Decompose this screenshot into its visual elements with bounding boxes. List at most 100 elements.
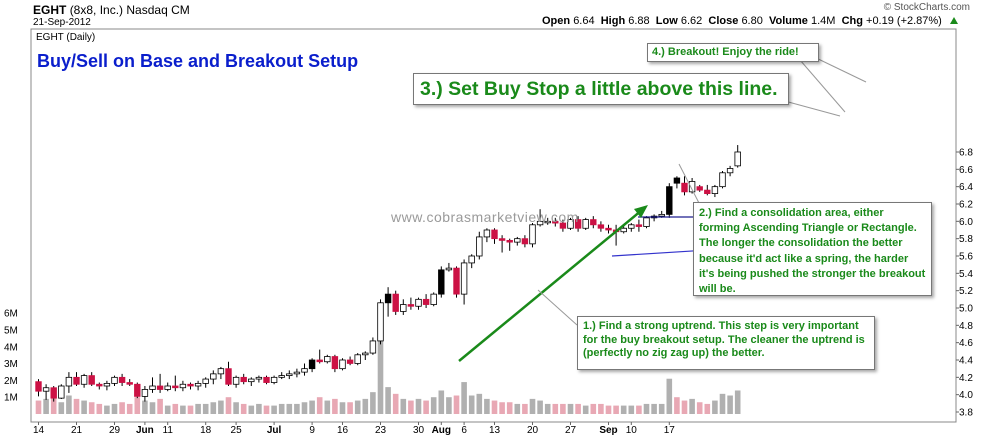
callout-step1: 1.) Find a strong uptrend. This step is …: [577, 316, 875, 370]
candle-body: [552, 220, 559, 224]
candle-body: [255, 376, 263, 380]
date-tick-label: 23: [375, 425, 387, 436]
volume-bar: [157, 398, 163, 414]
volume-bar: [324, 400, 331, 414]
candle-body: [164, 385, 171, 390]
exchange: Nasdaq CM: [126, 3, 190, 17]
candle-body: [331, 356, 339, 370]
candle-body: [392, 293, 399, 312]
change-value: +0.19 (+2.87%): [866, 15, 942, 27]
volume-bar: [628, 405, 635, 414]
price-tick-label: 5.0: [959, 303, 973, 314]
low-value: 6.62: [680, 15, 703, 27]
candle-body: [369, 340, 377, 354]
price-tick-label: 3.8: [959, 408, 973, 419]
candle-body: [514, 238, 521, 243]
candle-body: [438, 269, 445, 295]
candle-body: [400, 304, 407, 312]
candle-body: [301, 368, 308, 373]
candle-body: [476, 236, 483, 257]
candle-body: [187, 383, 194, 387]
callout-step4: 4.) Breakout! Enjoy the ride!: [647, 43, 819, 62]
volume-bar: [719, 393, 726, 414]
candle-body: [134, 383, 141, 397]
volume-bar: [484, 398, 490, 414]
volume-bar: [666, 378, 673, 414]
volume-bar: [35, 400, 42, 414]
price-tick-label: 6.4: [959, 182, 973, 193]
date-tick-label: 9: [309, 425, 315, 436]
candle-body: [103, 382, 111, 387]
candle-body: [35, 381, 42, 392]
legend-label: EGHT (Daily): [36, 32, 95, 43]
company-name: (8x8, Inc.): [69, 3, 124, 17]
volume-bar: [301, 402, 308, 414]
volume-bar: [674, 397, 680, 414]
volume-bar: [453, 395, 460, 414]
volume-tick-label: 5M: [4, 326, 18, 337]
candle-body: [582, 219, 589, 229]
candle-body: [597, 224, 605, 229]
candle-body: [156, 385, 164, 390]
date-tick-label: 11: [163, 425, 174, 436]
volume-bar: [590, 403, 597, 414]
pointer-step2: [678, 163, 701, 206]
volume-bar: [256, 403, 262, 414]
volume-bar: [560, 403, 566, 414]
candle-body: [453, 267, 460, 295]
candle-body: [544, 220, 551, 224]
price-tick-label: 4.6: [959, 338, 973, 349]
candle-body: [248, 378, 255, 383]
close-label: Close: [708, 15, 739, 27]
candle-body: [521, 238, 529, 245]
date-tick-label: Aug: [432, 425, 451, 436]
volume-label: Volume: [768, 15, 808, 27]
candle-body: [339, 359, 346, 370]
volume-bar: [149, 402, 156, 414]
candle-body: [141, 389, 149, 397]
volume-bar: [263, 405, 270, 414]
volume-bar: [712, 400, 718, 414]
date-tick-label: 30: [413, 425, 425, 436]
volume-bar: [689, 398, 695, 414]
volume-bar: [225, 397, 232, 414]
volume-bar: [461, 382, 467, 414]
date-tick-label: 17: [664, 425, 676, 436]
volume-bar: [248, 405, 255, 414]
candle-body: [605, 227, 612, 231]
volume-bar: [514, 403, 521, 414]
candle-body: [179, 383, 187, 389]
pointer-step1: [537, 289, 578, 326]
candle-body: [460, 262, 468, 295]
candle-body: [445, 267, 453, 271]
volume-bar: [476, 393, 483, 414]
volume-bar: [651, 403, 657, 414]
volume-bar: [575, 403, 581, 414]
callout-step3: 3.) Set Buy Stop a little above this lin…: [413, 73, 789, 105]
candle-body: [278, 375, 285, 378]
volume-bar: [446, 397, 452, 414]
plot-frame: [30, 28, 957, 423]
volume-bar: [491, 400, 498, 414]
date-tick-label: Jun: [136, 425, 154, 436]
pointer-step4b: [811, 55, 867, 83]
candle-body: [498, 238, 506, 241]
volume-bar: [278, 403, 285, 414]
volume-bar: [195, 403, 201, 414]
volume-tick-label: 4M: [4, 342, 18, 353]
volume-bar: [552, 403, 559, 414]
volume-bar: [613, 405, 619, 414]
date-tick-label: 20: [527, 425, 539, 436]
volume-bar: [119, 402, 125, 414]
price-tick-label: 4.0: [959, 390, 973, 401]
candle-body: [118, 376, 126, 383]
candle-body: [240, 376, 247, 383]
candle-body: [574, 219, 582, 229]
volume-bar: [438, 390, 445, 414]
volume-bar: [385, 387, 391, 414]
volume-bar: [294, 403, 300, 414]
open-label: Open: [542, 15, 571, 27]
candle-body: [362, 352, 369, 356]
price-tick-label: 5.8: [959, 234, 973, 245]
candle-body: [58, 385, 65, 399]
